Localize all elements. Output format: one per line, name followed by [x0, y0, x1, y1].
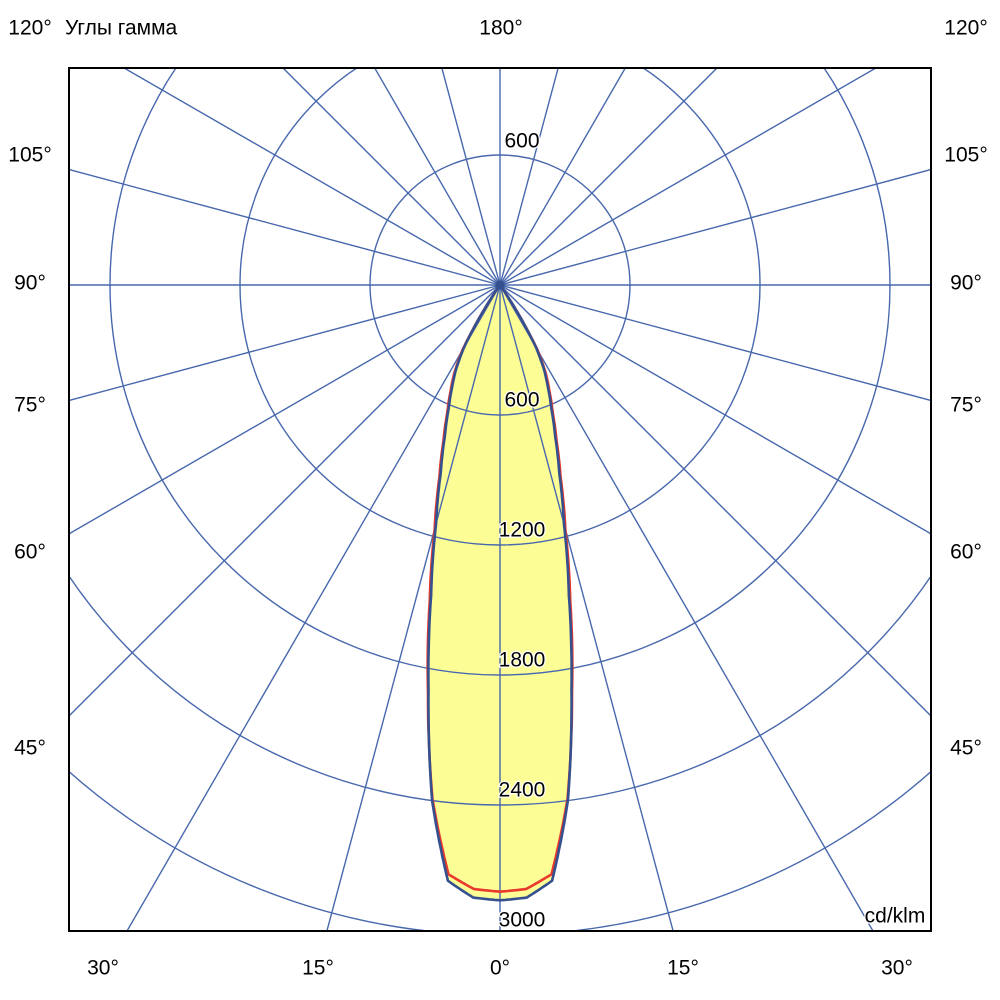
gamma-label-left-60: 60° — [14, 540, 46, 564]
bottom-angle-label-1: 15° — [302, 956, 334, 980]
corner-angle-label-right: 120° — [944, 16, 988, 40]
gamma-ray — [440, 67, 501, 286]
gamma-ray — [499, 67, 627, 286]
intensity-ring — [68, 572, 932, 806]
gamma-ray — [499, 284, 932, 536]
gamma-label-right-45: 45° — [950, 736, 982, 760]
gamma-label-right-75: 75° — [950, 393, 982, 417]
gamma-ray — [499, 284, 675, 932]
gamma-ray — [499, 168, 932, 286]
ring-label-600: 600 — [504, 389, 539, 412]
gamma-label-left-45: 45° — [14, 736, 46, 760]
gamma-ray — [499, 67, 879, 286]
page-title: Углы гамма — [65, 16, 178, 40]
gamma-ray — [373, 67, 501, 286]
corner-angle-label-left: 120° — [8, 16, 52, 40]
gamma-ray — [499, 284, 875, 932]
bottom-angle-label-4: 30° — [881, 956, 913, 980]
gamma-ray — [499, 67, 719, 286]
gamma-label-right-90: 90° — [950, 271, 982, 295]
gamma-label-left-105: 105° — [8, 143, 52, 167]
gamma-ray — [68, 284, 501, 536]
gamma-label-right-105: 105° — [944, 143, 988, 167]
gamma-label-right-60: 60° — [950, 540, 982, 564]
gamma-ray — [325, 284, 501, 932]
unit-label: cd/klm — [865, 905, 926, 928]
intensity-ring — [239, 67, 761, 546]
curve-c90-c270 — [427, 282, 573, 902]
polar-center-dot — [495, 280, 505, 290]
gamma-ray — [281, 67, 501, 286]
top-angle-label: 180° — [479, 16, 523, 40]
gamma-ray — [68, 168, 501, 286]
ring-label-600-top: 600 — [504, 130, 539, 153]
gamma-ray — [68, 284, 501, 718]
gamma-label-left-90: 90° — [14, 271, 46, 295]
bottom-angle-label-3: 15° — [667, 956, 699, 980]
polar-chart: 600 600 1200 1800 2400 3000 cd/klm — [68, 67, 932, 932]
bottom-angle-label-0: 30° — [87, 956, 119, 980]
ring-label-3000: 3000 — [499, 909, 546, 932]
gamma-label-left-75: 75° — [14, 393, 46, 417]
gamma-ray — [125, 284, 501, 932]
intensity-ring — [109, 67, 891, 676]
gamma-ray — [499, 67, 560, 286]
ring-label-2400: 2400 — [499, 779, 546, 802]
gamma-ray — [121, 67, 501, 286]
ring-label-1200: 1200 — [499, 519, 546, 542]
gamma-ray — [499, 284, 932, 402]
gamma-ray — [499, 284, 932, 718]
ring-label-1800: 1800 — [499, 649, 546, 672]
bottom-angle-label-2: 0° — [489, 956, 511, 980]
gamma-ray — [68, 284, 501, 402]
intensity-ring — [369, 154, 631, 416]
polar-grid — [68, 67, 932, 932]
